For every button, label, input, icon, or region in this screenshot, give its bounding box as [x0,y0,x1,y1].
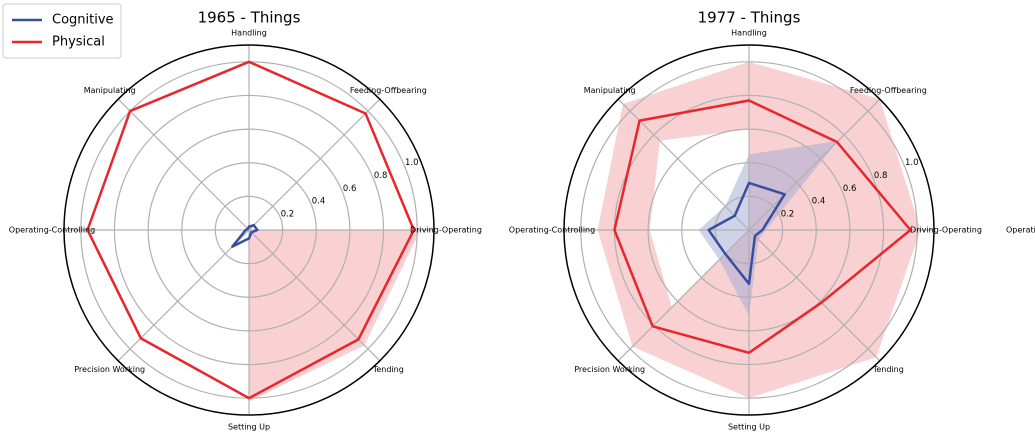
r-tick-label: 0.6 [843,184,857,194]
category-label: Setting Up [228,423,270,432]
category-label: Tending [372,365,404,374]
radar-chart: 0.2 0.4 0.6 0.8 1.0 Driving-Operating Feeding-… [9,9,482,432]
spoke [748,229,881,362]
spoke [617,229,750,362]
chart-title: 1965 - Things [198,9,301,27]
category-label: Manipulating [84,86,136,95]
category-label: Driving-Operating [910,226,982,235]
radar-chart: 0.2 0.4 0.6 0.8 1.0 Driving-Operating Feeding-… [509,9,982,432]
chart-title: 1977 - Things [698,9,801,27]
legend-label: Physical [52,35,105,50]
category-label-clipped: Operating-Controlling [1006,226,1035,235]
r-tick-label: 0.8 [874,171,888,181]
range-band [698,140,839,316]
category-label: Manipulating [584,86,636,95]
r-tick-label: 0.6 [343,184,357,194]
r-tick-label: 1.0 [905,158,919,168]
r-tick-label: 1.0 [405,158,419,168]
category-label: Handling [231,29,267,38]
r-tick-label: 0.4 [812,197,826,207]
r-tick-label: 0.2 [281,210,295,220]
category-label: Driving-Operating [410,226,482,235]
series-line [613,99,912,355]
spoke [117,98,250,231]
series-line [231,223,259,248]
category-label: Operating-Controlling [9,226,95,235]
category-label: Handling [731,29,767,38]
category-label: Precision Working [574,365,645,374]
outer-frame [63,44,435,416]
legend-label: Cognitive [52,13,114,28]
r-tick-label: 0.4 [312,197,326,207]
series-line [707,181,786,286]
spoke [117,229,250,362]
legend: Cognitive Physical [2,3,122,59]
category-label: Precision Working [74,365,145,374]
category-label: Operating-Controlling [509,226,595,235]
spoke [748,98,881,231]
outer-frame [563,44,935,416]
category-label: Feeding-Offbearing [850,86,927,95]
r-tick-label: 0.8 [374,171,388,181]
category-label: Feeding-Offbearing [350,86,427,95]
category-label: Setting Up [728,423,770,432]
legend-box [2,3,122,59]
spoke [248,98,381,231]
r-tick-label: 0.2 [781,210,795,220]
series-line [86,60,416,400]
category-label: Tending [872,365,904,374]
